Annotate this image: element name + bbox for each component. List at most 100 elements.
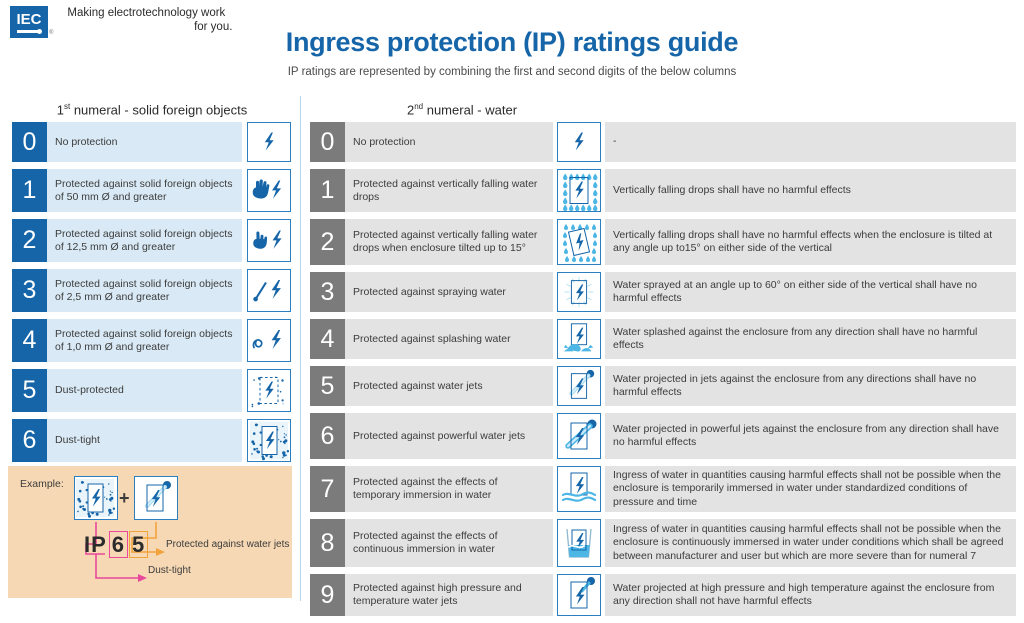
iec-logo-text: IEC <box>16 10 42 28</box>
second-numeral-description: Protected against vertically falling wat… <box>345 169 553 212</box>
first-numeral-description: Dust-tight <box>47 419 242 462</box>
example-dust-tight-icon <box>74 476 118 520</box>
first-numeral-table: 0 No protection 1 Protected against solid f… <box>12 122 291 469</box>
column-header-first-numeral: 1st numeral - solid foreign objects <box>12 102 292 117</box>
continuous-immersion-icon <box>557 519 601 567</box>
tagline-line-1: Making electrotechnology work <box>67 7 226 19</box>
first-numeral-digit: 0 <box>12 122 47 162</box>
example-plus-sign: + <box>119 488 130 508</box>
example-label: Example: <box>20 478 64 490</box>
temporary-immersion-icon <box>557 466 601 512</box>
second-numeral-digit: 8 <box>310 519 345 567</box>
first-numeral-digit: 4 <box>12 319 47 362</box>
first-numeral-digit: 5 <box>12 369 47 412</box>
second-numeral-row: 9 Protected against high pressure and tem… <box>310 574 1016 616</box>
first-numeral-row: 5 Dust-protected <box>12 369 291 412</box>
second-numeral-description: Protected against splashing water <box>345 319 553 359</box>
second-numeral-effect: Water projected in jets against the encl… <box>605 366 1016 406</box>
first-numeral-row: 4 Protected against solid foreign objects… <box>12 319 291 362</box>
second-numeral-effect: Vertically falling drops shall have no h… <box>605 219 1016 265</box>
second-numeral-digit: 6 <box>310 413 345 459</box>
drip-icon <box>557 169 601 212</box>
iec-logo: IEC <box>10 6 48 38</box>
second-numeral-digit: 9 <box>310 574 345 616</box>
first-numeral-description: Dust-protected <box>47 369 242 412</box>
ip-digit-second: 5 <box>129 531 149 558</box>
second-numeral-digit: 2 <box>310 219 345 265</box>
brand-header: IEC ® Making electrotechnology work for … <box>10 6 232 38</box>
second-numeral-table: 0 No protection - 1 Protected against vertic… <box>310 122 1016 623</box>
second-numeral-row: 1 Protected against vertically falling wa… <box>310 169 1016 212</box>
registered-mark: ® <box>49 30 54 36</box>
second-numeral-effect: Ingress of water in quantities causing h… <box>605 519 1016 567</box>
second-numeral-description: No protection <box>345 122 553 162</box>
second-numeral-digit: 5 <box>310 366 345 406</box>
second-numeral-effect: Ingress of water in quantities causing h… <box>605 466 1016 512</box>
dust-tight-icon <box>247 419 291 462</box>
second-numeral-effect: Water splashed against the enclosure fro… <box>605 319 1016 359</box>
first-numeral-row: 0 No protection <box>12 122 291 162</box>
second-numeral-description: Protected against vertically falling wat… <box>345 219 553 265</box>
first-numeral-description: Protected against solid foreign objects … <box>47 219 242 262</box>
example-note-second-digit: Protected against water jets <box>166 539 290 550</box>
second-numeral-row: 4 Protected against splashing water Water … <box>310 319 1016 359</box>
example-jet-icon <box>134 476 178 520</box>
second-numeral-digit: 0 <box>310 122 345 162</box>
powerful-jet-icon <box>557 413 601 459</box>
column-header-second-numeral: 2nd numeral - water <box>312 102 612 117</box>
second-numeral-description: Protected against the effects of tempora… <box>345 466 553 512</box>
example-ip-code: IP 6 5 <box>84 531 149 558</box>
first-numeral-rest: numeral - solid foreign objects <box>70 102 248 118</box>
first-numeral-row: 1 Protected against solid foreign objects… <box>12 169 291 212</box>
high-pressure-jet-icon <box>557 574 601 616</box>
bolt-icon <box>557 122 601 162</box>
jet-icon <box>557 366 601 406</box>
tagline-line-2: for you. <box>194 21 233 33</box>
second-numeral-digit: 4 <box>310 319 345 359</box>
hand-bolt-icon <box>247 169 291 212</box>
second-numeral-description: Protected against water jets <box>345 366 553 406</box>
second-numeral-row: 7 Protected against the effects of tempor… <box>310 466 1016 512</box>
tilt-drip-icon <box>557 219 601 265</box>
first-numeral-row: 6 Dust-tight <box>12 419 291 462</box>
second-numeral-row: 0 No protection - <box>310 122 1016 162</box>
second-numeral-effect: Water projected at high pressure and hig… <box>605 574 1016 616</box>
second-numeral-effect: Water projected in powerful jets against… <box>605 413 1016 459</box>
iec-logo-bar <box>17 28 42 34</box>
ip-prefix: IP <box>84 532 107 557</box>
second-numeral-effect: Water sprayed at an angle up to 60° on e… <box>605 272 1016 312</box>
second-numeral-ordinal: nd <box>414 102 424 111</box>
second-numeral-row: 2 Protected against vertically falling wa… <box>310 219 1016 265</box>
first-numeral-row: 3 Protected against solid foreign objects… <box>12 269 291 312</box>
bolt-icon <box>247 122 291 162</box>
first-numeral-prefix: 1 <box>56 102 64 118</box>
second-numeral-row: 3 Protected against spraying water Water s… <box>310 272 1016 312</box>
second-numeral-effect: - <box>605 122 1016 162</box>
second-numeral-row: 8 Protected against the effects of contin… <box>310 519 1016 567</box>
brand-tagline: Making electrotechnology work for you. <box>67 6 232 34</box>
second-numeral-row: 6 Protected against powerful water jets Wa… <box>310 413 1016 459</box>
second-numeral-description: Protected against powerful water jets <box>345 413 553 459</box>
first-numeral-ordinal: st <box>63 102 71 111</box>
second-numeral-digit: 7 <box>310 466 345 512</box>
page-subtitle: IP ratings are represented by combining … <box>287 66 737 78</box>
first-numeral-digit: 2 <box>12 219 47 262</box>
second-numeral-digit: 3 <box>310 272 345 312</box>
spray-icon <box>557 272 601 312</box>
second-numeral-digit: 1 <box>310 169 345 212</box>
first-numeral-digit: 6 <box>12 419 47 462</box>
second-numeral-prefix: 2 <box>406 102 415 118</box>
first-numeral-digit: 1 <box>12 169 47 212</box>
tool-bolt-icon <box>247 269 291 312</box>
dust-protected-icon <box>247 369 291 412</box>
page-title: Ingress protection (IP) ratings guide <box>285 27 739 57</box>
first-numeral-description: No protection <box>47 122 242 162</box>
first-numeral-digit: 3 <box>12 269 47 312</box>
first-numeral-description: Protected against solid foreign objects … <box>47 319 242 362</box>
column-divider <box>300 96 301 601</box>
example-note-first-digit: Dust-tight <box>148 565 191 576</box>
second-numeral-rest: numeral - water <box>423 102 518 118</box>
first-numeral-description: Protected against solid foreign objects … <box>47 169 242 212</box>
first-numeral-description: Protected against solid foreign objects … <box>47 269 242 312</box>
finger-bolt-icon <box>247 219 291 262</box>
